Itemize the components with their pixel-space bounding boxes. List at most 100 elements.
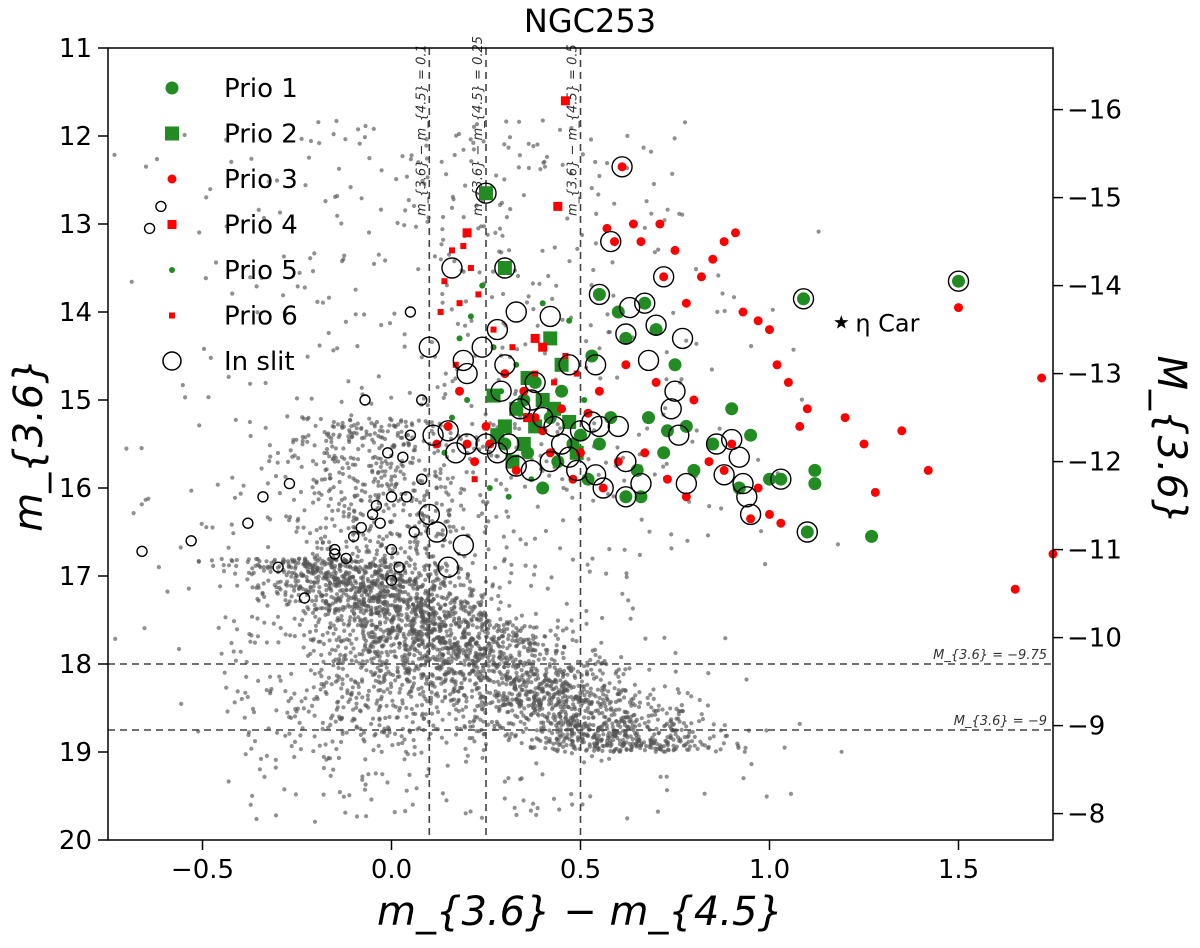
data-point <box>385 574 398 587</box>
data-point <box>538 342 548 352</box>
background-point <box>705 703 711 708</box>
data-point <box>520 371 535 385</box>
data-point <box>283 477 296 490</box>
background-point <box>408 595 413 600</box>
background-point <box>452 636 457 641</box>
data-point <box>602 223 612 233</box>
background-point <box>652 250 658 255</box>
background-point <box>481 665 486 671</box>
background-point <box>344 570 349 575</box>
background-point <box>597 695 602 701</box>
background-point <box>799 397 805 402</box>
background-point <box>648 149 654 154</box>
background-point <box>353 312 358 317</box>
background-point <box>531 710 536 716</box>
background-point <box>429 690 434 695</box>
background-point <box>574 712 579 717</box>
background-point <box>353 559 358 564</box>
data-point <box>594 386 604 396</box>
background-point <box>598 677 603 682</box>
background-point <box>277 210 283 215</box>
background-point <box>568 171 573 176</box>
background-point <box>607 681 612 686</box>
background-point <box>341 580 346 585</box>
background-point <box>401 502 406 507</box>
background-point <box>353 287 358 292</box>
background-point <box>298 747 303 752</box>
background-point <box>664 774 669 779</box>
background-point <box>312 491 317 496</box>
background-point <box>413 224 419 229</box>
background-point <box>332 453 337 458</box>
background-point <box>570 802 575 807</box>
background-point <box>472 739 477 744</box>
background-point <box>353 485 358 491</box>
background-point <box>398 686 403 691</box>
background-point <box>368 538 373 544</box>
background-point <box>654 726 659 732</box>
background-point <box>461 147 466 152</box>
background-point <box>381 509 386 514</box>
background-point <box>524 684 529 689</box>
background-point <box>199 521 204 527</box>
background-point <box>639 517 644 522</box>
background-point <box>461 672 466 677</box>
background-point <box>336 435 341 440</box>
background-point <box>625 710 630 715</box>
data-point <box>770 468 792 490</box>
background-point <box>375 652 381 657</box>
background-point <box>265 481 270 486</box>
background-point <box>329 594 334 600</box>
background-point <box>386 632 391 637</box>
background-point <box>547 684 553 689</box>
background-point <box>386 627 391 632</box>
background-point <box>548 679 553 684</box>
background-point <box>582 715 587 720</box>
background-point <box>510 697 515 702</box>
background-point <box>377 723 382 728</box>
data-point <box>471 476 478 483</box>
background-point <box>412 620 417 625</box>
background-point <box>229 522 234 527</box>
background-point <box>494 704 499 710</box>
data-point <box>393 561 405 573</box>
data-point <box>467 313 474 320</box>
background-point <box>448 430 453 436</box>
background-point <box>367 448 372 453</box>
background-point <box>305 605 310 610</box>
background-point <box>546 711 551 716</box>
background-point <box>356 447 361 452</box>
background-point <box>310 485 315 490</box>
data-point <box>705 433 728 455</box>
background-point <box>444 172 449 177</box>
background-point <box>327 651 332 656</box>
background-point <box>477 631 482 636</box>
background-point <box>557 127 563 132</box>
background-point <box>697 697 702 703</box>
background-point <box>452 259 457 264</box>
background-point <box>381 689 386 694</box>
background-point <box>509 721 514 726</box>
background-point <box>439 624 445 629</box>
background-point <box>523 542 529 547</box>
background-point <box>310 610 316 616</box>
background-point <box>350 707 356 712</box>
background-point <box>376 374 381 379</box>
background-point <box>459 620 464 625</box>
background-point <box>593 694 598 699</box>
background-point <box>480 652 485 657</box>
background-point <box>568 668 573 673</box>
background-point <box>334 746 339 752</box>
background-point <box>412 752 417 757</box>
data-point <box>1010 584 1020 594</box>
background-point <box>338 528 343 533</box>
background-point <box>633 693 638 698</box>
background-point <box>361 583 367 588</box>
background-point <box>327 756 333 761</box>
background-point <box>326 503 331 508</box>
background-point <box>349 692 354 697</box>
background-point <box>507 248 512 253</box>
background-point <box>461 507 466 512</box>
background-point <box>380 574 385 579</box>
background-point <box>410 455 416 461</box>
